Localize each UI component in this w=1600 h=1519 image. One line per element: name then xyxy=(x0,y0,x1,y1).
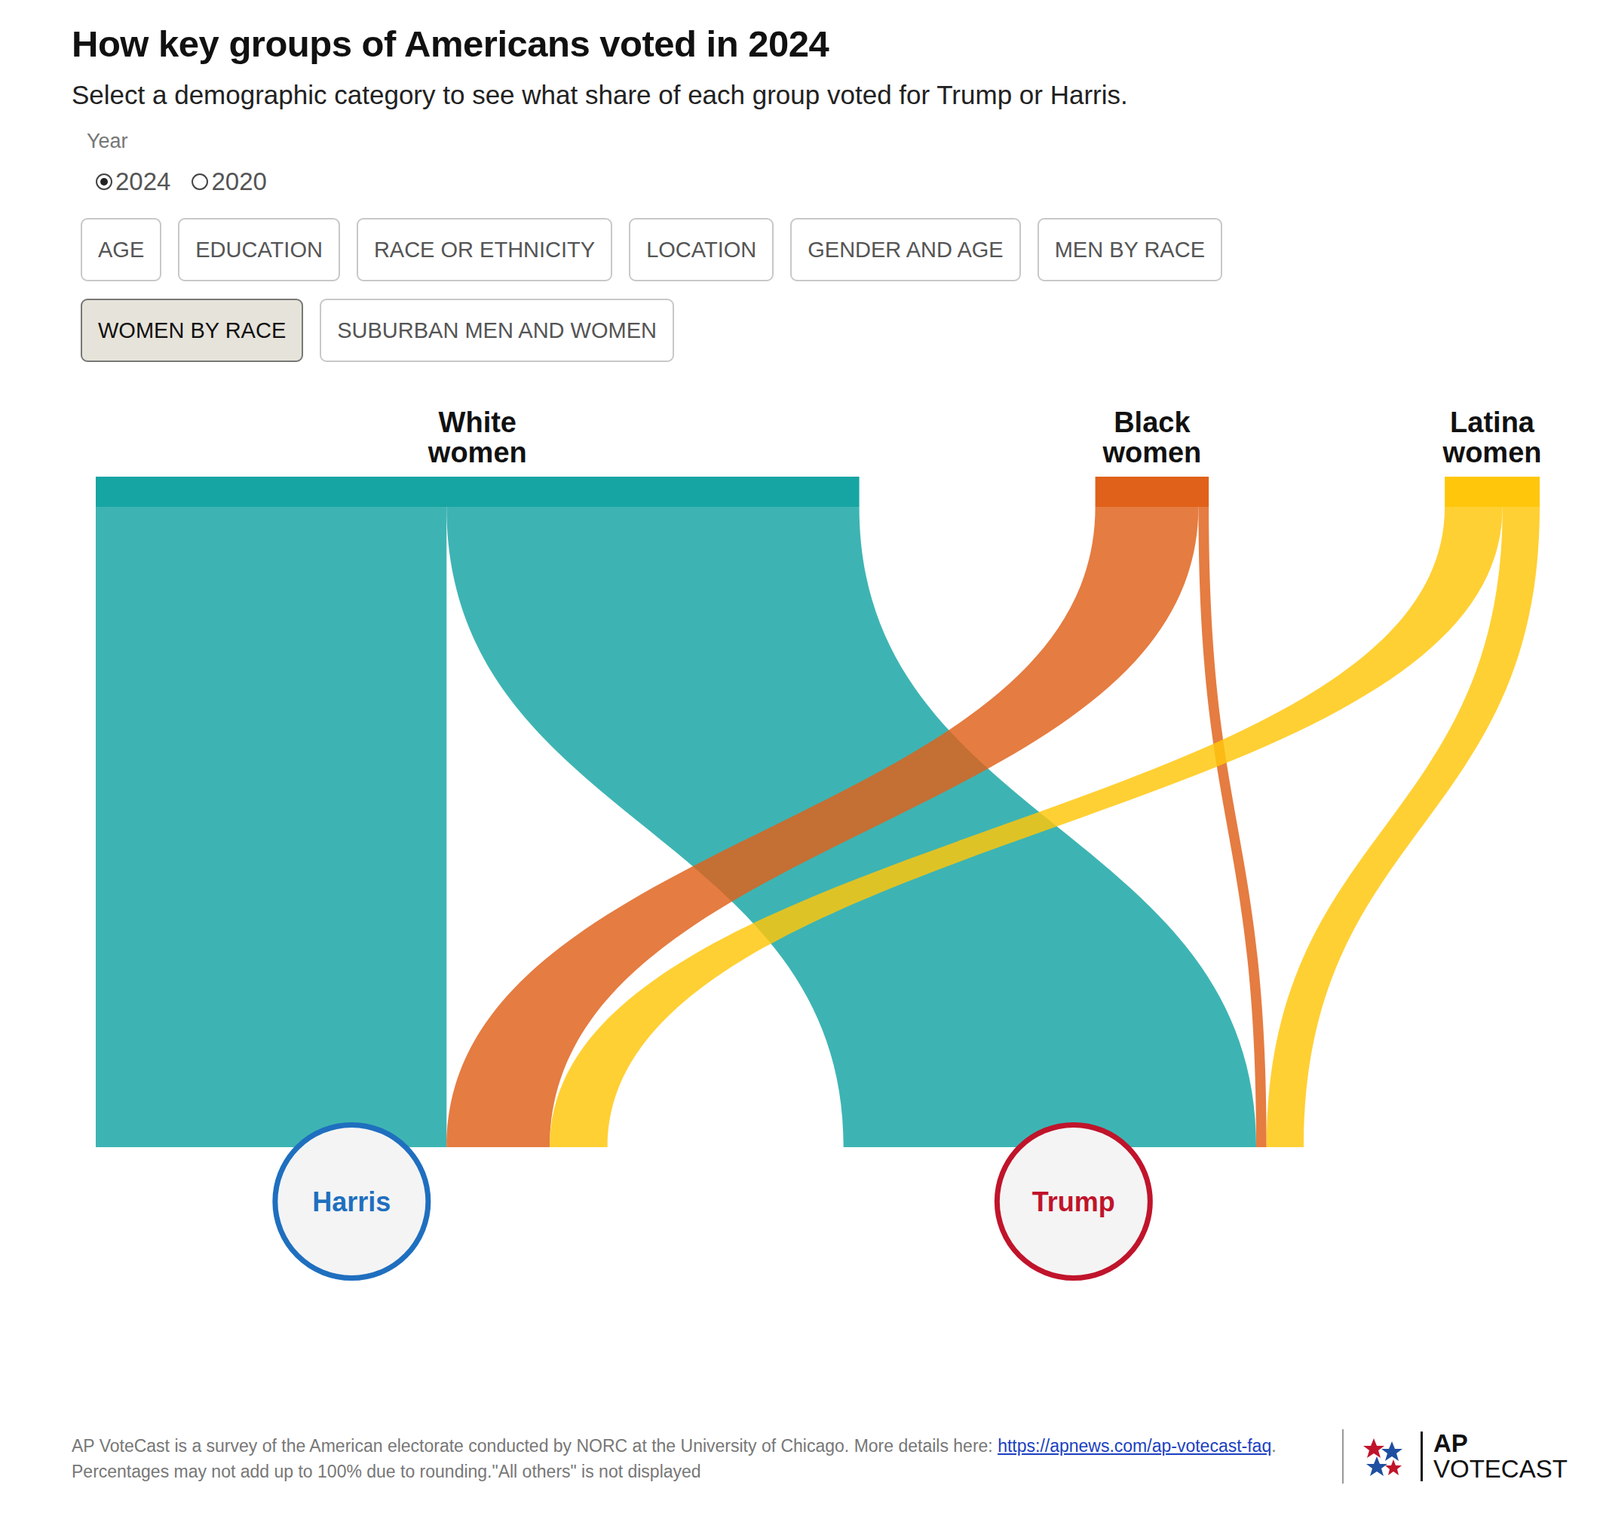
svg-text:White: White xyxy=(438,406,517,439)
html-text:WOMEN BY RACE: WOMEN BY RACE xyxy=(98,317,286,342)
html-text:2020: 2020 xyxy=(211,167,267,196)
html-text:AP: AP xyxy=(1433,1428,1468,1457)
html-text:MEN BY RACE: MEN BY RACE xyxy=(1054,237,1205,262)
html-text:LOCATION: LOCATION xyxy=(646,237,757,262)
html-text:VOTECAST: VOTECAST xyxy=(1433,1454,1568,1483)
html-text:How key groups of Americans vo: How key groups of Americans voted in 202… xyxy=(71,23,829,65)
html-text:AP VoteCast is a survey of the: AP VoteCast is a survey of the American … xyxy=(71,1435,1277,1456)
html-text:AGE: AGE xyxy=(98,237,145,262)
svg-text:Trump: Trump xyxy=(1032,1186,1116,1217)
html-text:RACE OR ETHNICITY: RACE OR ETHNICITY xyxy=(373,237,595,262)
svg-text:Latina: Latina xyxy=(1449,406,1536,439)
html-text:Select a demographic category: Select a demographic category to see wha… xyxy=(71,79,1128,110)
svg-text:women: women xyxy=(427,436,528,469)
svg-text:women: women xyxy=(1442,436,1542,469)
svg-text:Harris: Harris xyxy=(312,1186,391,1217)
html-text:SUBURBAN MEN AND WOMEN: SUBURBAN MEN AND WOMEN xyxy=(337,317,657,342)
html-text:Percentages may not add up to: Percentages may not add up to 100% due t… xyxy=(71,1461,701,1481)
html-text:GENDER AND AGE: GENDER AND AGE xyxy=(807,237,1004,262)
html-text:EDUCATION: EDUCATION xyxy=(195,237,323,262)
html-text:Year: Year xyxy=(86,129,128,153)
html-text:2024: 2024 xyxy=(115,167,171,196)
svg-text:women: women xyxy=(1101,436,1202,469)
svg-text:Black: Black xyxy=(1113,406,1191,439)
